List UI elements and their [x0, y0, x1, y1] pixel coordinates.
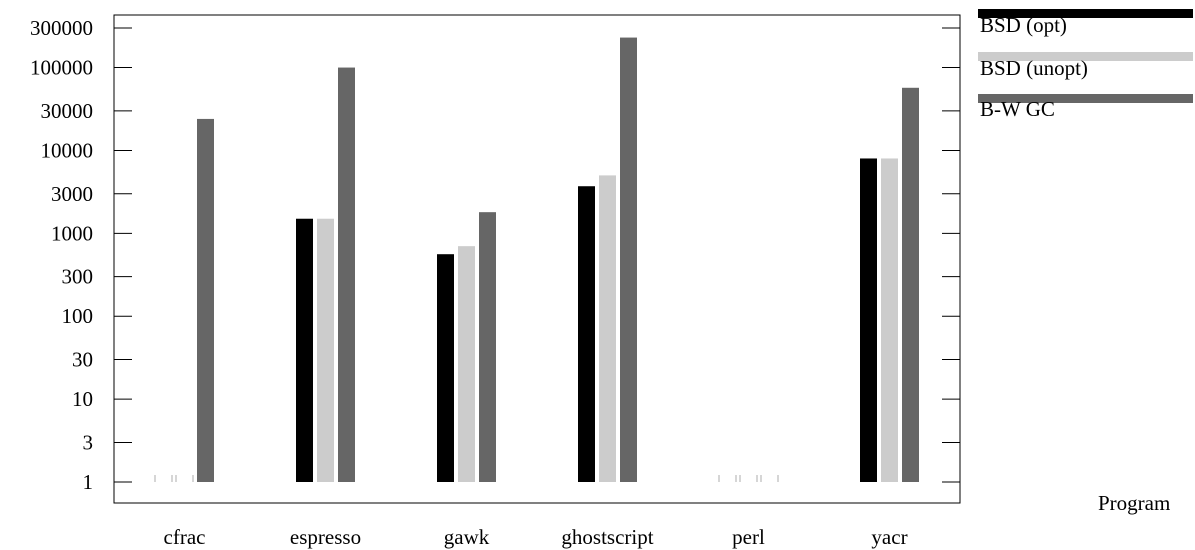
y-tick-label: 10000: [41, 138, 94, 162]
bar: [154, 474, 173, 483]
x-axis-title: Program: [1098, 491, 1170, 515]
y-axis: 1 3 10 30 100 300 1000 3000 10000 30000 100000 3000…: [30, 16, 960, 494]
bar: [739, 474, 758, 483]
y-tick-label: 300: [62, 265, 94, 289]
y-tick-label: 100: [62, 304, 94, 328]
y-tick-label: 1000: [51, 221, 93, 245]
plot-frame: [113, 14, 961, 504]
bar: [860, 158, 877, 482]
bar: [620, 37, 637, 482]
bars: [154, 37, 919, 483]
x-axis: cfrac espresso gawk ghostscript perl yacr: [164, 525, 908, 549]
y-tick-label: 100000: [30, 56, 93, 80]
y-tick-label: 30000: [41, 99, 94, 123]
bar: [599, 175, 616, 482]
y-tick-label: 1: [83, 470, 94, 494]
legend-swatch: [978, 52, 1193, 61]
bar: [338, 67, 355, 482]
bar: [317, 218, 334, 482]
y-tick-label: 3000: [51, 182, 93, 206]
bar: [902, 87, 919, 482]
x-tick-label: yacr: [871, 525, 907, 549]
legend-label: B-W GC: [980, 97, 1055, 121]
bar: [718, 474, 737, 483]
y-tick-label: 10: [72, 387, 93, 411]
bar: [760, 474, 779, 483]
bar: [296, 218, 313, 482]
bar: [175, 474, 194, 483]
y-tick-label: 30: [72, 348, 93, 372]
y-tick-label: 300000: [30, 16, 93, 40]
bar: [578, 186, 595, 482]
bar: [881, 158, 898, 482]
x-tick-label: gawk: [444, 525, 490, 549]
x-tick-label: espresso: [290, 525, 361, 549]
bar: [458, 246, 475, 482]
bar: [197, 118, 214, 482]
x-tick-label: cfrac: [164, 525, 206, 549]
legend-swatch: [978, 94, 1193, 103]
legend-label: BSD (opt): [980, 13, 1067, 37]
x-tick-label: ghostscript: [561, 525, 653, 549]
x-tick-label: perl: [732, 525, 765, 549]
legend: BSD (opt) BSD (unopt) B-W GC: [978, 9, 1193, 121]
legend-label: BSD (unopt): [980, 56, 1088, 80]
legend-swatch: [978, 9, 1193, 18]
y-tick-label: 3: [83, 430, 94, 454]
bar: [437, 254, 454, 482]
bar: [479, 212, 496, 482]
